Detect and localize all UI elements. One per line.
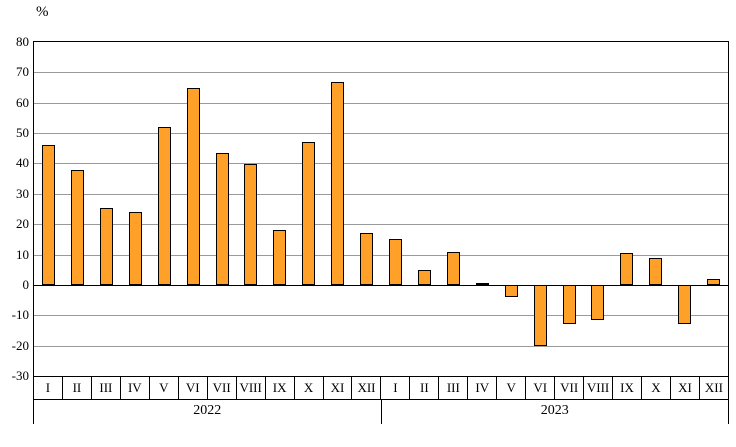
- bar: [678, 284, 692, 325]
- y-tick-label: 0: [22, 277, 30, 292]
- y-tick-label: 70: [16, 64, 29, 79]
- bar: [42, 145, 55, 285]
- bar: [360, 233, 373, 285]
- month-label: VIII: [583, 377, 612, 399]
- plot-area: [33, 41, 729, 377]
- y-tick-label: 40: [16, 155, 29, 170]
- gridline: [34, 346, 728, 347]
- bar: [389, 239, 402, 285]
- month-label: I: [33, 377, 62, 399]
- bar: [215, 152, 229, 285]
- bar: [302, 142, 316, 285]
- month-label: II: [409, 377, 438, 399]
- month-label: III: [438, 377, 467, 399]
- gridline: [34, 255, 728, 256]
- bar: [475, 283, 489, 286]
- y-tick-label: -10: [11, 307, 29, 322]
- gridline: [34, 224, 728, 225]
- y-tick-label: -20: [11, 338, 29, 353]
- month-label: XII: [698, 377, 729, 399]
- y-tick-label: 10: [16, 247, 29, 262]
- bar: [649, 257, 663, 285]
- bar: [128, 212, 142, 285]
- y-axis-unit-label: %: [36, 4, 49, 20]
- year-label: 2022: [33, 400, 381, 424]
- month-label: IV: [467, 377, 496, 399]
- bar: [562, 284, 576, 325]
- zero-line: [34, 285, 728, 286]
- gridline: [34, 103, 728, 104]
- bar: [186, 87, 200, 285]
- bar: [70, 169, 84, 285]
- month-label: VII: [554, 377, 583, 399]
- y-tick-label: 20: [16, 216, 29, 231]
- bar: [417, 269, 431, 285]
- month-label: X: [293, 377, 323, 399]
- y-tick-label: 80: [16, 34, 29, 49]
- gridline: [34, 315, 728, 316]
- gridline: [34, 133, 728, 134]
- year-label: 2023: [380, 400, 729, 424]
- month-label: III: [90, 377, 120, 399]
- bar: [157, 127, 171, 285]
- month-label: VI: [177, 377, 207, 399]
- y-tick-label: 30: [16, 186, 29, 201]
- x-axis-year-labels: 2022 2023: [33, 400, 729, 424]
- month-label: IX: [612, 377, 641, 399]
- month-label: V: [148, 377, 178, 399]
- gridline: [34, 72, 728, 73]
- bar: [273, 230, 287, 285]
- bar: [533, 284, 547, 346]
- month-label: VIII: [235, 377, 265, 399]
- month-label: XI: [669, 377, 699, 399]
- month-label: II: [61, 377, 91, 399]
- month-label: X: [641, 377, 670, 399]
- month-label: VI: [525, 377, 554, 399]
- bar: [707, 278, 720, 285]
- bar: [504, 284, 518, 297]
- gridline: [34, 194, 728, 195]
- month-label: IV: [119, 377, 149, 399]
- month-label: VII: [206, 377, 236, 399]
- bar: [331, 81, 345, 285]
- month-label: I: [380, 377, 409, 399]
- y-tick-label: 50: [16, 125, 29, 140]
- bar: [446, 251, 460, 285]
- y-tick-label: 60: [16, 95, 29, 110]
- gridline: [34, 163, 728, 164]
- bar: [591, 284, 605, 320]
- month-label: XII: [351, 377, 380, 399]
- month-label: XI: [322, 377, 352, 399]
- month-label: V: [496, 377, 525, 399]
- y-tick-label: -30: [11, 368, 29, 383]
- x-axis-month-labels: I II III IV V VI VII VIII IX X XI XII I II III IV V VI VII…: [33, 377, 729, 400]
- bar: [244, 163, 258, 285]
- bar: [620, 253, 634, 285]
- month-label: IX: [264, 377, 294, 399]
- bar: [99, 207, 113, 285]
